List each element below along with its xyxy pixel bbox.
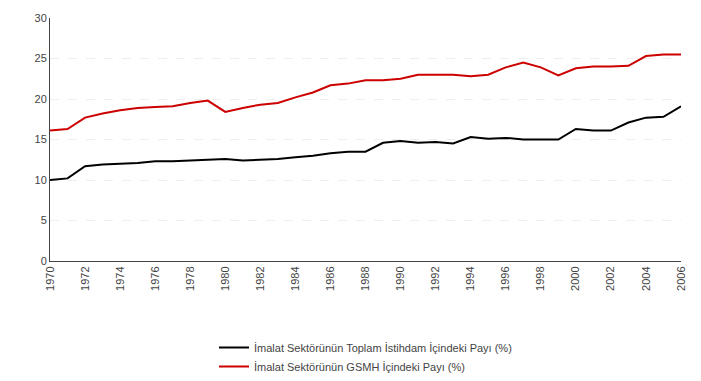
svg-text:1970: 1970: [44, 266, 56, 290]
svg-text:1978: 1978: [184, 266, 196, 290]
svg-text:1982: 1982: [254, 266, 266, 290]
svg-text:1986: 1986: [324, 266, 336, 290]
svg-text:20: 20: [35, 93, 47, 105]
svg-text:1974: 1974: [114, 266, 126, 290]
svg-text:1988: 1988: [359, 266, 371, 290]
svg-text:İmalat Sektörünün Toplam İstih: İmalat Sektörünün Toplam İstihdam İçinde…: [254, 342, 512, 354]
svg-text:25: 25: [35, 52, 47, 64]
svg-text:1992: 1992: [429, 266, 441, 290]
svg-text:1996: 1996: [499, 266, 511, 290]
svg-text:1976: 1976: [149, 266, 161, 290]
svg-text:1994: 1994: [464, 266, 476, 290]
svg-text:1980: 1980: [219, 266, 231, 290]
svg-text:5: 5: [41, 214, 47, 226]
svg-text:1998: 1998: [534, 266, 546, 290]
svg-text:10: 10: [35, 174, 47, 186]
svg-text:1990: 1990: [394, 266, 406, 290]
svg-text:1972: 1972: [79, 266, 91, 290]
svg-text:0: 0: [41, 255, 47, 267]
svg-text:15: 15: [35, 133, 47, 145]
svg-text:2002: 2002: [604, 266, 616, 290]
svg-text:30: 30: [35, 12, 47, 24]
svg-text:İmalat Sektörünün GSMH İçindek: İmalat Sektörünün GSMH İçindeki Payı (%): [254, 361, 465, 373]
svg-text:2006: 2006: [675, 266, 687, 290]
svg-text:2004: 2004: [640, 266, 652, 290]
svg-text:2000: 2000: [569, 266, 581, 290]
svg-text:1984: 1984: [289, 266, 301, 290]
